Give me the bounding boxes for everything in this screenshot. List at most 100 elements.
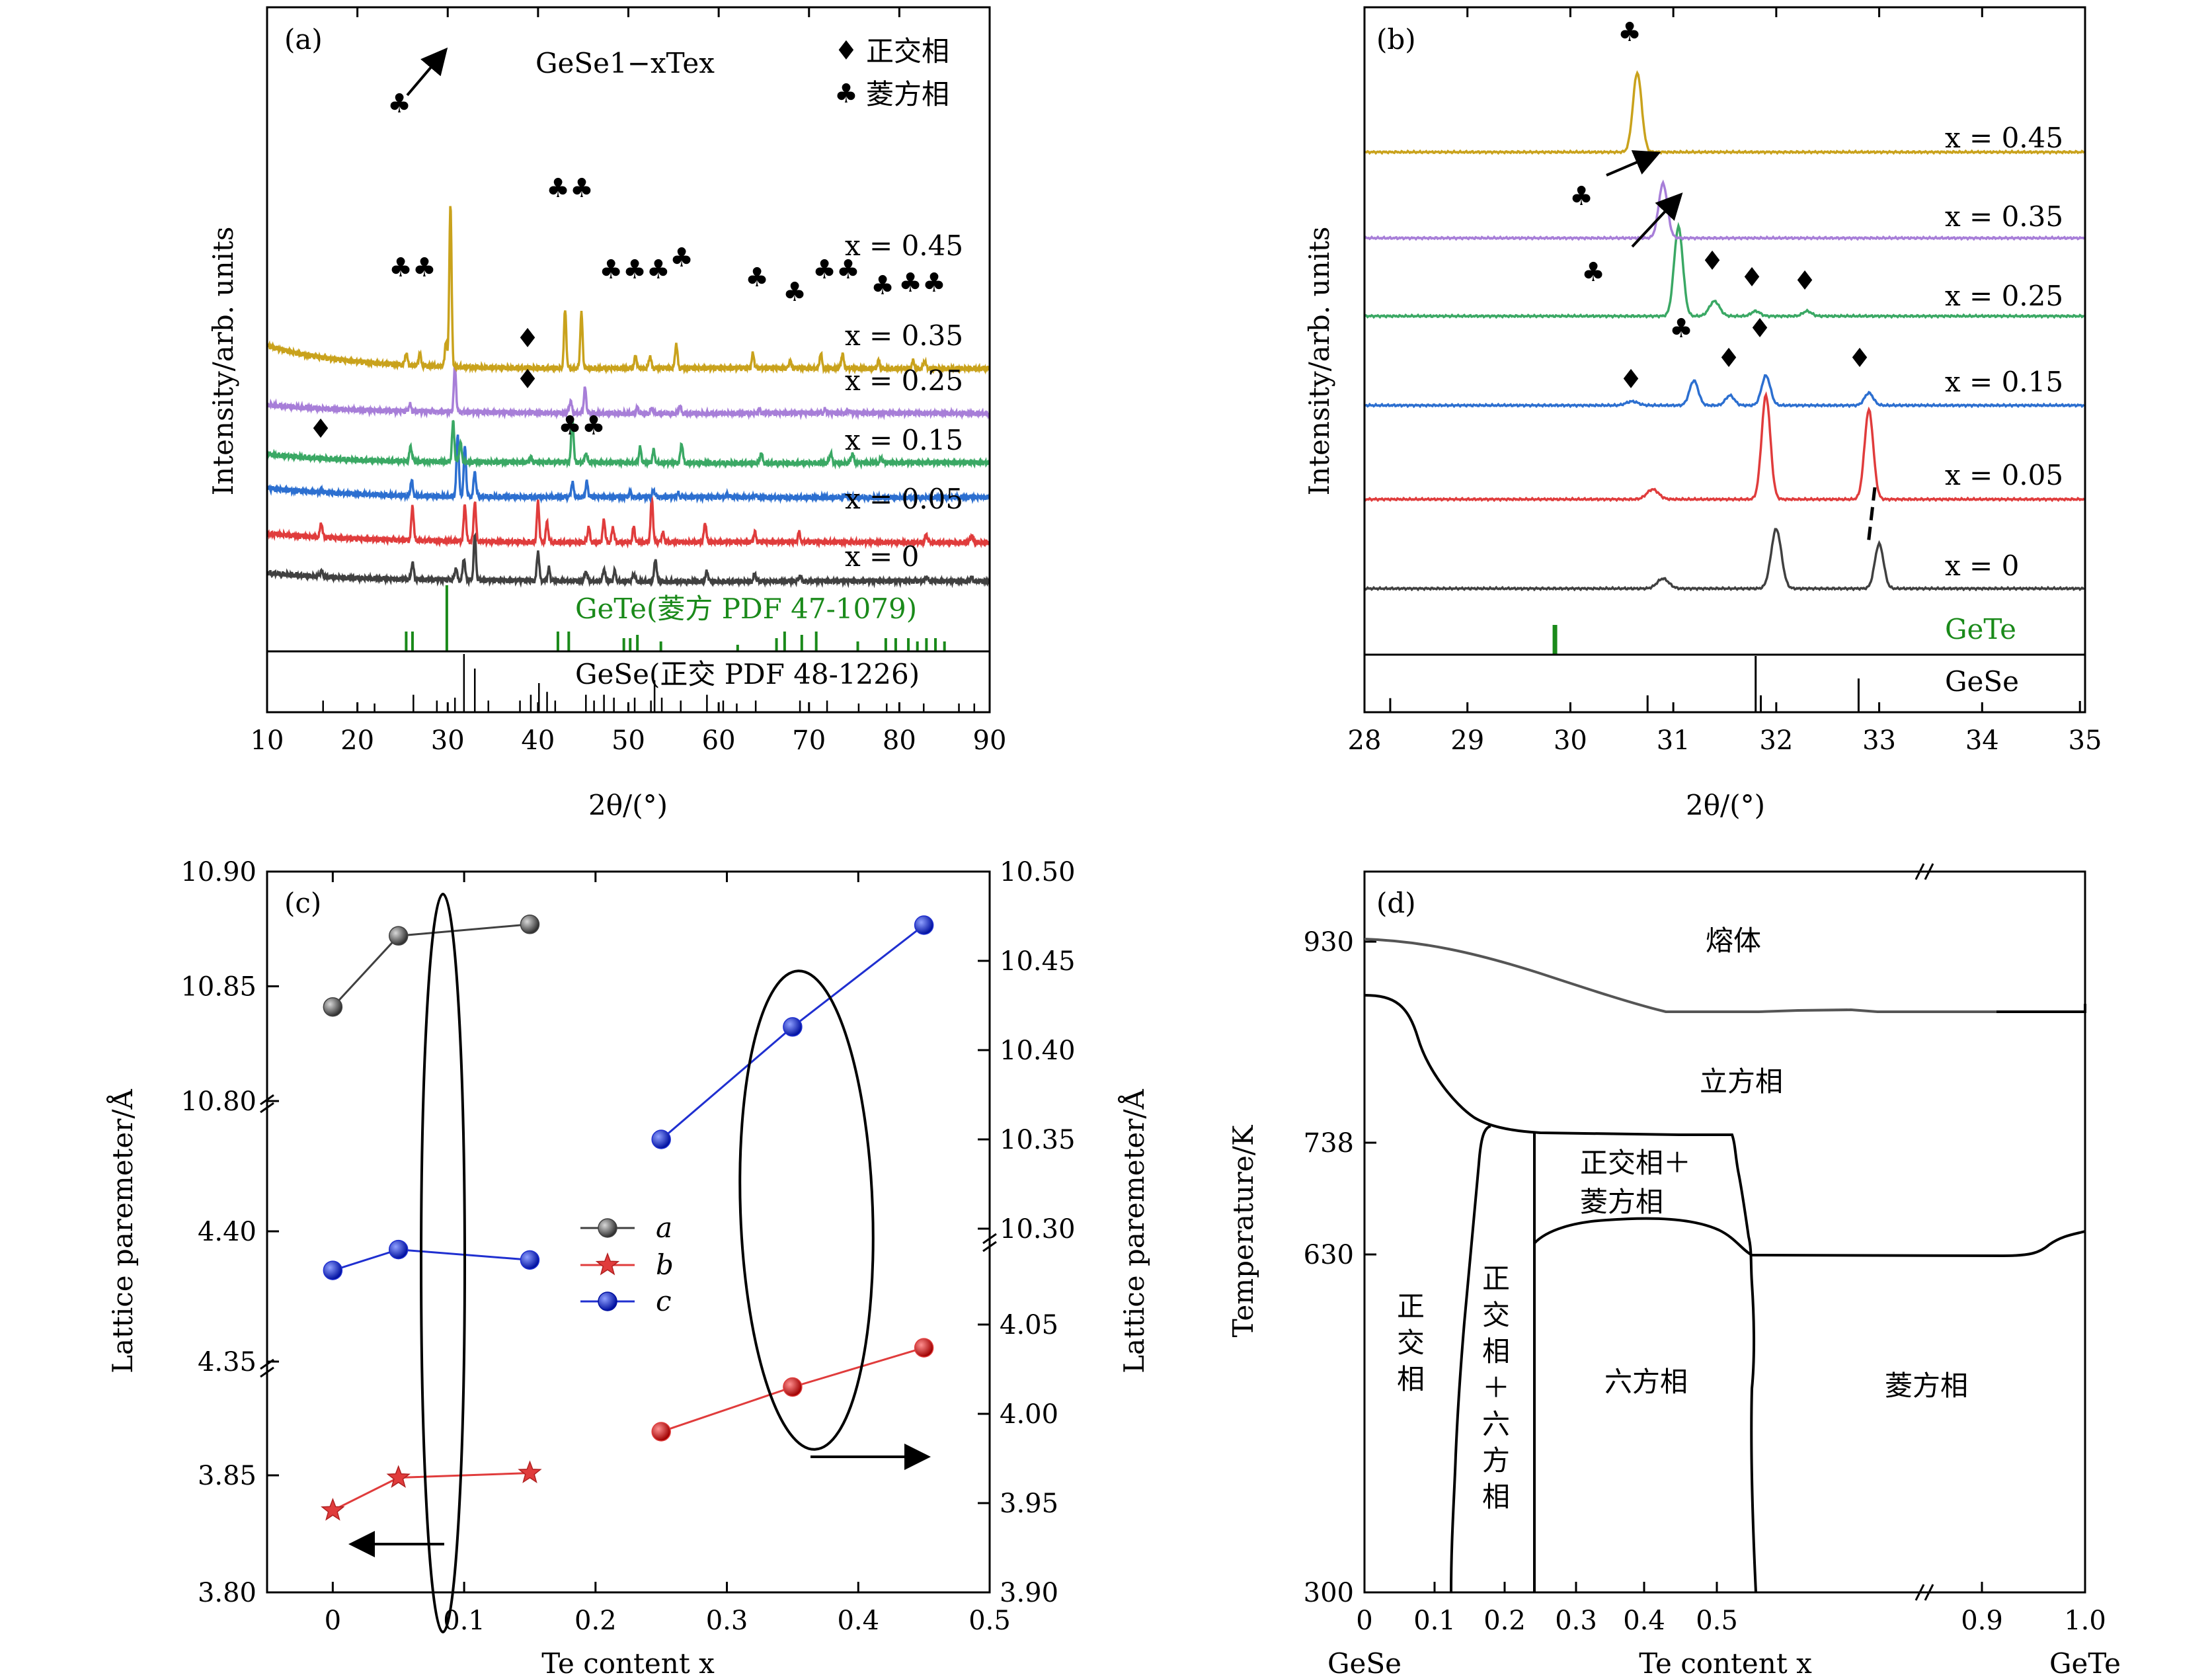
lattice-point-b (518, 1460, 542, 1483)
peak-marker: ♣ (1669, 313, 1693, 344)
x-tick-label: 0.5 (1696, 1606, 1738, 1636)
label-b-x035: x = 0.35 (1945, 200, 2063, 233)
region-ortho-rhombo-line2: 菱方相 (1580, 1186, 1663, 1218)
y-tick-label: 930 (1304, 927, 1354, 958)
xrd-zoom-curve-0 (1363, 528, 2085, 592)
right-y-tick-label: 4.05 (1000, 1310, 1058, 1340)
gese-reference-label: GeSe(正交 PDF 48-1226) (575, 658, 920, 690)
panel-b-x-ticks: 28 29 30 31 32 33 34 35 (1348, 7, 2102, 756)
panel-d-x-label: Te content x (1639, 1647, 1812, 1679)
right-y-tick-label: 10.40 (1000, 1036, 1076, 1066)
panel-c-letter: (c) (284, 887, 321, 919)
peak-marker: ♣ (1618, 17, 1641, 48)
region-oh-char6: 方 (1482, 1444, 1510, 1477)
x-tick-label: 30 (431, 725, 465, 756)
x-tick-label: 29 (1450, 725, 1484, 756)
x-tick-label: 20 (340, 725, 374, 756)
lattice-point-a (388, 926, 409, 946)
label-b-x045: x = 0.45 (1945, 122, 2063, 154)
lattice-point-a (783, 1017, 803, 1037)
panel-a-peak-markers: ♣♣♣♣♣♣♣♣ ♣♣ ♣♣♣♣ ♣♣♦♦♣♣♦ (309, 89, 946, 444)
lattice-point-b (914, 1338, 934, 1358)
x-tick-label: 28 (1348, 725, 1382, 756)
left-axis-break (260, 1094, 274, 1106)
cubic-boundary (1364, 994, 1757, 1593)
panel-a-x-ticks: 10 20 30 40 50 60 70 80 90 (251, 7, 1007, 756)
panel-c-legend: a b c (580, 1211, 674, 1317)
panel-b-gese-reference-lines (1389, 656, 2081, 712)
region-cubic: 立方相 (1700, 1065, 1783, 1098)
label-x0: x = 0 (845, 540, 919, 573)
panel-a-gete-reference-lines (405, 585, 946, 651)
panel-c: 3.80 3.85 4.35 4.40 10.80 10.85 10.90 3.90 3.95 4… (106, 857, 1150, 1679)
label-b-gese: GeSe (1945, 665, 2019, 698)
left-y-tick-label: 3.80 (198, 1578, 257, 1608)
lattice-line-b (332, 1472, 530, 1512)
label-x005: x = 0.05 (845, 483, 963, 515)
axis-break-bottom-2 (1924, 1584, 1934, 1601)
panel-b-x-label: 2θ/(°) (1686, 789, 1765, 821)
x-tick-label: 50 (612, 725, 645, 756)
region-oh-char2: 交 (1482, 1299, 1510, 1331)
ellipse-left-group (420, 893, 466, 1633)
legend-club-symbol: ♣ (834, 79, 858, 109)
peak-marker: ♣♣ (812, 255, 860, 285)
xrd-curve-0.25 (267, 415, 990, 470)
legend-c-marker (598, 1291, 617, 1311)
peak-marker: ♦ (1748, 313, 1772, 344)
lattice-point-c (388, 1239, 409, 1260)
label-b-x015: x = 0.15 (1945, 366, 2063, 398)
panel-b: 28 29 30 31 32 33 34 35 (b) x = 0.45 x = 0.35 x… (1303, 6, 2102, 821)
xrd-zoom-curve-0.25 (1363, 222, 2084, 319)
x-tick-label: 0.4 (837, 1606, 879, 1636)
peak-marker: ♦ (1619, 364, 1643, 395)
peak-marker: ♦ (1740, 263, 1764, 293)
lattice-point-a (651, 1129, 671, 1149)
left-y-tick-label: 3.85 (198, 1461, 257, 1491)
x-tick-label: 0.2 (574, 1606, 617, 1636)
right-y-tick-label: 10.50 (1000, 857, 1076, 887)
x-tick-label: 0.4 (1623, 1606, 1665, 1636)
left-y-tick-label: 4.35 (198, 1347, 257, 1377)
region-hexagonal: 六方相 (1604, 1366, 1688, 1398)
panel-b-peak-markers: ♣♣♣♣♦♦♦♦♦♦ ♦ (1569, 17, 1872, 395)
lattice-point-a (914, 915, 934, 935)
panel-d-y-label: Temperature/K (1227, 1124, 1259, 1337)
lattice-point-a (323, 997, 343, 1017)
region-ortho-char2: 交 (1397, 1327, 1425, 1359)
right-y-tick-label: 4.00 (1000, 1399, 1058, 1430)
legend-b-label: b (656, 1249, 674, 1281)
x-tick-label: 10 (251, 725, 284, 756)
panel-c-ticks: 3.80 3.85 4.35 4.40 10.80 10.85 10.90 3.90 3.95 4… (180, 857, 1075, 1636)
orthorhombic-limit (1450, 1125, 1491, 1593)
peak-marker: ♣ (1569, 181, 1593, 212)
legend-a-marker (598, 1218, 617, 1238)
lattice-point-c (520, 1250, 540, 1270)
label-x035: x = 0.35 (845, 319, 963, 352)
panel-b-dashed-shift-line (1866, 487, 1877, 545)
lattice-line-c (332, 1249, 530, 1272)
peak-marker: ♦ (309, 414, 333, 444)
legend-b-marker (595, 1252, 620, 1276)
xrd-curve-0.35 (267, 366, 990, 421)
peak-marker: ♣ (387, 89, 411, 119)
x-end-label-gese: GeSe (1327, 1647, 1402, 1679)
peak-marker: ♦ (516, 364, 539, 395)
legend-orthorhombic-label: 正交相 (866, 35, 949, 67)
hexagonal-upper-boundary (1533, 1217, 2086, 1258)
x-tick-label: 40 (521, 725, 555, 756)
xrd-curve-0.45 (267, 206, 990, 375)
ellipse-right-group (738, 969, 875, 1451)
left-y-tick-label: 10.85 (180, 972, 257, 1003)
legend-diamond-symbol: ♦ (834, 36, 858, 66)
lattice-point-a (520, 915, 540, 934)
x-tick-label: 90 (973, 725, 1007, 756)
x-tick-label: 0.3 (706, 1606, 748, 1636)
x-tick-label: 0.9 (1961, 1606, 2003, 1636)
region-oh-char4: ＋ (1482, 1372, 1510, 1404)
peak-marker: ♣ (871, 270, 894, 301)
legend-c-label: c (656, 1285, 672, 1317)
xrd-zoom-curve-0.05 (1363, 391, 2085, 503)
x-tick-label: 34 (1965, 725, 1999, 756)
